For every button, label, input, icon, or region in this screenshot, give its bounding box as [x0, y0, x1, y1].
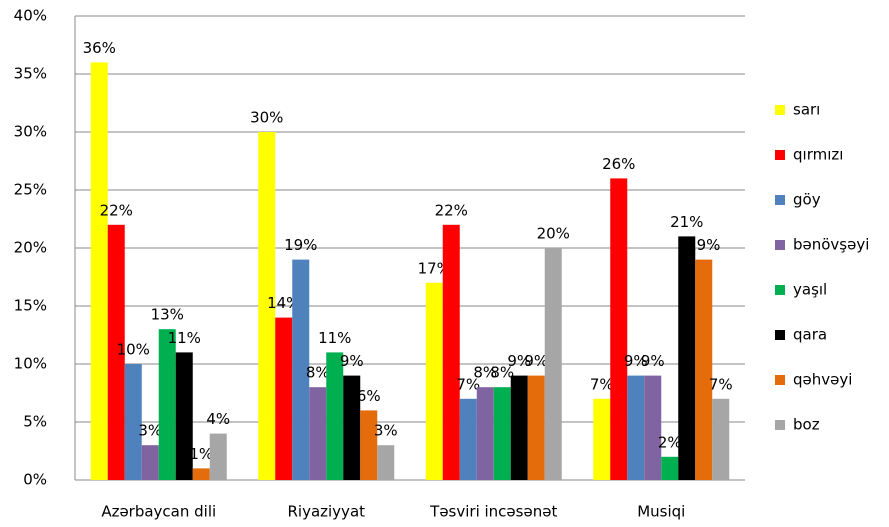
data-label: 7% [590, 375, 614, 393]
bar [107, 224, 125, 480]
bar [90, 62, 108, 481]
data-label: 9% [524, 352, 548, 370]
bar [510, 375, 528, 480]
legend-swatch [775, 285, 785, 295]
data-label: 8% [473, 364, 497, 382]
bar [493, 387, 511, 480]
y-tick-label: 0% [23, 471, 47, 489]
bar [610, 178, 628, 480]
data-label: 8% [490, 364, 514, 382]
data-label: 9% [624, 352, 648, 370]
data-label: 17% [418, 259, 451, 277]
data-label: 26% [602, 155, 635, 173]
legend-swatch [775, 240, 785, 250]
bar [527, 375, 545, 480]
legend-swatch [775, 105, 785, 115]
data-label: 6% [357, 387, 381, 405]
data-label: 2% [658, 433, 682, 451]
bar [175, 352, 193, 480]
data-label: 9% [340, 352, 364, 370]
bar [309, 387, 327, 480]
bar [158, 329, 176, 480]
bar [124, 364, 142, 480]
bar [258, 132, 276, 480]
bar [192, 468, 210, 480]
legend-label: qəhvəyi [793, 371, 852, 389]
data-label: 8% [306, 364, 330, 382]
bar [712, 398, 730, 480]
legend-swatch [775, 150, 785, 160]
bar [275, 317, 293, 480]
bar [292, 259, 310, 480]
bar [141, 445, 159, 480]
data-label: 14% [267, 294, 300, 312]
legend-label: yaşıl [793, 281, 827, 299]
data-label: 7% [456, 375, 480, 393]
y-tick-label: 40% [14, 7, 47, 25]
bar [209, 433, 227, 480]
legend-label: sarı [793, 101, 820, 119]
data-label: 19% [687, 236, 720, 254]
bar [593, 398, 611, 480]
data-label: 22% [435, 201, 468, 219]
bar [459, 398, 477, 480]
data-label: 4% [206, 410, 230, 428]
data-label: 3% [374, 422, 398, 440]
legend-label: göy [793, 191, 821, 209]
bar [326, 352, 344, 480]
data-label: 19% [284, 236, 317, 254]
y-tick-label: 35% [14, 65, 47, 83]
bar [627, 375, 645, 480]
bar [377, 445, 395, 480]
legend-swatch [775, 330, 785, 340]
bar [425, 282, 443, 480]
bar [661, 456, 679, 480]
x-tick-label: Təsviri incəsənət [429, 503, 557, 521]
legend-swatch [775, 195, 785, 205]
data-label: 9% [507, 352, 531, 370]
y-tick-label: 15% [14, 297, 47, 315]
legend-swatch [775, 420, 785, 430]
data-label: 11% [318, 329, 351, 347]
bar [360, 410, 378, 480]
legend-swatch [775, 375, 785, 385]
y-tick-label: 10% [14, 355, 47, 373]
bar [476, 387, 494, 480]
bar [544, 248, 562, 480]
bar [695, 259, 713, 480]
data-label: 3% [138, 422, 162, 440]
x-tick-label: Azərbaycan dili [101, 503, 216, 521]
data-label: 22% [100, 201, 133, 219]
bar [343, 375, 361, 480]
bar [442, 224, 460, 480]
data-label: 30% [250, 109, 283, 127]
y-tick-label: 20% [14, 239, 47, 257]
legend-label: qara [793, 326, 827, 344]
legend-label: boz [793, 416, 820, 434]
data-label: 7% [709, 375, 733, 393]
data-label: 9% [641, 352, 665, 370]
x-tick-label: Riyaziyyat [287, 503, 365, 521]
data-label: 11% [168, 329, 201, 347]
data-label: 21% [670, 213, 703, 231]
data-label: 20% [537, 225, 570, 243]
y-tick-label: 5% [23, 413, 47, 431]
bar [644, 375, 662, 480]
y-tick-label: 25% [14, 181, 47, 199]
bar [678, 236, 696, 480]
data-label: 10% [117, 341, 150, 359]
data-label: 13% [151, 306, 184, 324]
x-tick-label: Musiqi [637, 503, 685, 521]
data-label: 1% [189, 445, 213, 463]
data-label: 36% [83, 39, 116, 57]
legend-label: qırmızı [793, 146, 843, 164]
legend-label: bənövşəyi [793, 236, 869, 254]
y-tick-label: 30% [14, 123, 47, 141]
